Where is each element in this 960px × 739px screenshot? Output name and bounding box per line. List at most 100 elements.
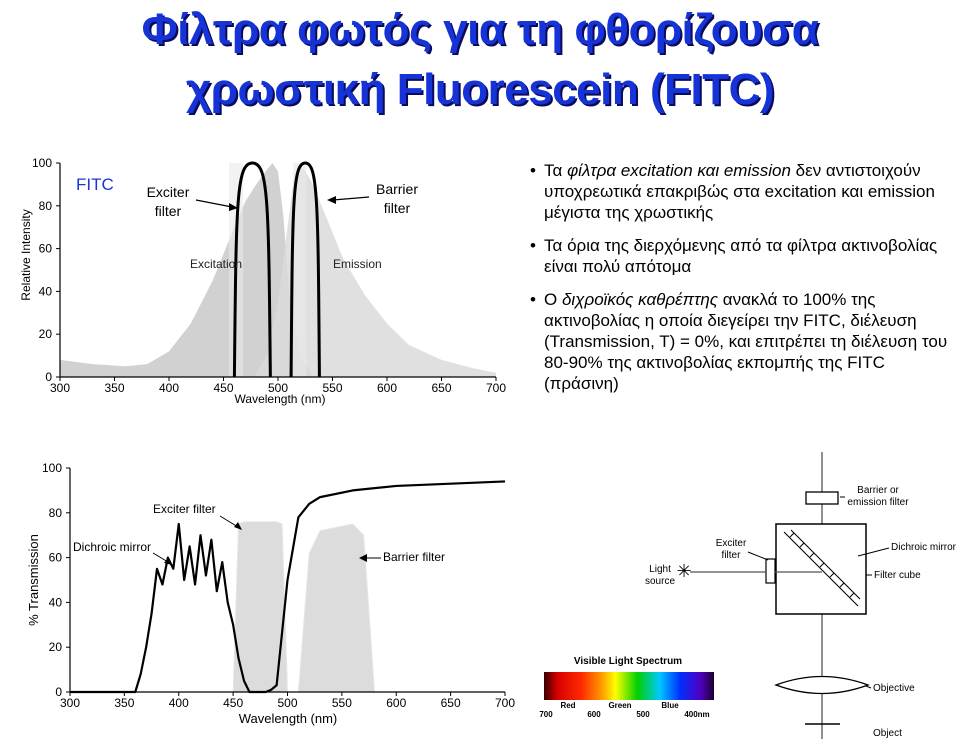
bottom-x-tick-label: 700 (495, 696, 515, 710)
bottom-barrier-label: Barrier filter (383, 550, 445, 564)
bottom-x-axis-label: Wavelength (nm) (239, 711, 338, 726)
bottom-x-tick-label: 550 (332, 696, 352, 710)
cube-exciter-label-1: Exciter (716, 538, 747, 549)
light-source-label-1: Light (649, 564, 671, 575)
title-line-2: χρωστική Fluorescein (FITC) (185, 65, 775, 114)
bottom-y-tick-label: 80 (49, 506, 63, 520)
bottom-dichroic-arrow (152, 552, 169, 563)
cube-barrier-label-2: emission filter (847, 497, 909, 508)
slide-title: Φίλτρα φωτός για τη φθορίζουσα χρωστική … (0, 0, 960, 120)
top-exciter-filter-curve (232, 161, 272, 378)
spectrum-tick-400: 400nm (684, 710, 709, 719)
bottom-y-tick-label: 40 (49, 595, 63, 609)
top-x-axis-label: Wavelength (nm) (235, 392, 326, 406)
emission-curve-label: Emission (333, 257, 382, 271)
top-x-tick-label: 600 (377, 381, 397, 395)
object-label: Object (873, 728, 902, 739)
bottom-barrier-arrowhead (359, 554, 367, 562)
bottom-exciter-label: Exciter filter (153, 502, 216, 516)
top-x-tick-label: 550 (322, 381, 342, 395)
bottom-x-tick-label: 650 (441, 696, 461, 710)
filter-cube-diagram: Barrier or emission filter ✳ Exciter fil… (645, 452, 957, 739)
spectrum-title-bg (540, 652, 718, 666)
spectrum-title: Visible Light Spectrum (574, 656, 682, 667)
objective-lens-shape (774, 675, 870, 695)
bottom-x-tick-label: 600 (386, 696, 406, 710)
bottom-y-tick-label: 100 (42, 461, 62, 475)
bottom-x-tick-label: 400 (169, 696, 189, 710)
top-y-tick-label: 80 (39, 199, 53, 213)
top-x-tick-label: 350 (104, 381, 124, 395)
top-y-tick-label: 20 (39, 327, 53, 341)
bullet-dot-icon: • (530, 161, 536, 180)
top-spectrum-chart: 300 350 400 450 500 550 600 650 700100806040200 … (19, 156, 506, 406)
bullet-1-text-end: δεν αντιστοιχούν υποχρεωτικά επακριβώς σ… (544, 161, 935, 222)
cube-barrier-label-1: Barrier or (857, 485, 899, 496)
objective-pointer (865, 685, 872, 689)
top-y-tick-label: 0 (45, 370, 52, 384)
top-y-tick-label: 100 (32, 156, 52, 170)
top-x-tick-label: 700 (486, 381, 506, 395)
bullet-3-text-end: ανακλά το 100% της ακτινοβολίας η οποία … (544, 290, 948, 393)
top-y-tick-label: 40 (39, 284, 53, 298)
light-source-label-2: source (645, 576, 675, 587)
bullet-3-text-italic: διχροϊκός καθρέπτης (561, 290, 719, 309)
top-barrier-arrowhead (327, 196, 336, 204)
spectrum-tick-700: 700 (539, 710, 553, 719)
bullet-item-3: • Ο διχροϊκός καθρέπτης ανακλά το 100% τ… (528, 289, 953, 394)
bottom-dichroic-curve (70, 480, 506, 694)
objective-label: Objective (873, 683, 915, 694)
top-x-tick-label: 500 (268, 381, 288, 395)
spectrum-tick-600: 600 (587, 710, 601, 719)
cube-dichroic-label: Dichroic mirror (891, 542, 957, 553)
bottom-y-tick-label: 60 (49, 551, 63, 565)
bottom-exciter-arrowhead (234, 522, 242, 530)
bottom-y-tick-label: 0 (55, 685, 62, 699)
bullet-dot-icon: • (530, 236, 536, 255)
spectrum-green-label: Green (608, 701, 631, 710)
top-x-tick-label: 650 (431, 381, 451, 395)
bullet-1-text-italic: φίλτρα excitation και emission (567, 161, 791, 180)
spectrum-red-label: Red (560, 701, 575, 710)
title-line-1: Φίλτρα φωτός για τη φθορίζουσα (141, 5, 819, 54)
top-y-axis-label: Relative Intensity (19, 209, 33, 300)
barrier-filter-shape (805, 491, 839, 505)
top-x-tick-label: 400 (159, 381, 179, 395)
cube-dichroic-pointer (857, 547, 890, 557)
bullet-2-text: Τα όρια της διερχόμενης από τα φίλτρα ακ… (544, 236, 938, 276)
light-source-icon: ✳ (676, 561, 691, 581)
top-barrier-arrow (332, 196, 370, 201)
excitation-curve-label: Excitation (190, 257, 242, 271)
top-excitation-area (60, 163, 311, 377)
bottom-y-axis-label: % Transmission (26, 534, 41, 626)
visible-spectrum-figure: Visible Light Spectrum Red Green Blue 70… (539, 652, 718, 719)
bullet-3-text-start: Ο (544, 290, 562, 309)
spectrum-blue-label: Blue (661, 701, 679, 710)
spectrum-bar (544, 672, 714, 700)
bottom-transmission-chart: 300 350 400 450 500 550 600 650 700100806040200 … (26, 461, 515, 726)
exciter-filter-shape (765, 558, 776, 584)
bottom-dichroic-label: Dichroic mirror (73, 540, 151, 554)
filter-cube-label: Filter cube (874, 570, 921, 581)
top-exciter-arrowhead (229, 203, 238, 211)
bottom-x-tick-label: 300 (60, 696, 80, 710)
bottom-exciter-arrow (219, 515, 239, 528)
cube-exciter-label-2: filter (722, 550, 742, 561)
bottom-x-tick-label: 500 (277, 696, 297, 710)
top-x-tick-label: 300 (50, 381, 70, 395)
fitc-label: FITC (76, 175, 114, 194)
bullet-dot-icon: • (530, 290, 536, 309)
top-barrier-band (293, 163, 307, 377)
top-y-tick-label: 60 (39, 242, 53, 256)
top-x-tick-label: 450 (213, 381, 233, 395)
bullet-item-1: • Τα φίλτρα excitation και emission δεν … (528, 160, 953, 223)
bottom-barrier-area (297, 523, 376, 693)
top-barrier-label-2: filter (384, 200, 411, 216)
top-exciter-arrow (195, 199, 233, 208)
top-barrier-filter-curve (289, 161, 321, 378)
dichroic-mirror-shape (783, 529, 861, 607)
top-barrier-label-1: Barrier (376, 181, 418, 197)
bullet-list: • Τα φίλτρα excitation και emission δεν … (528, 160, 953, 406)
top-exciter-label-1: Exciter (147, 184, 190, 200)
